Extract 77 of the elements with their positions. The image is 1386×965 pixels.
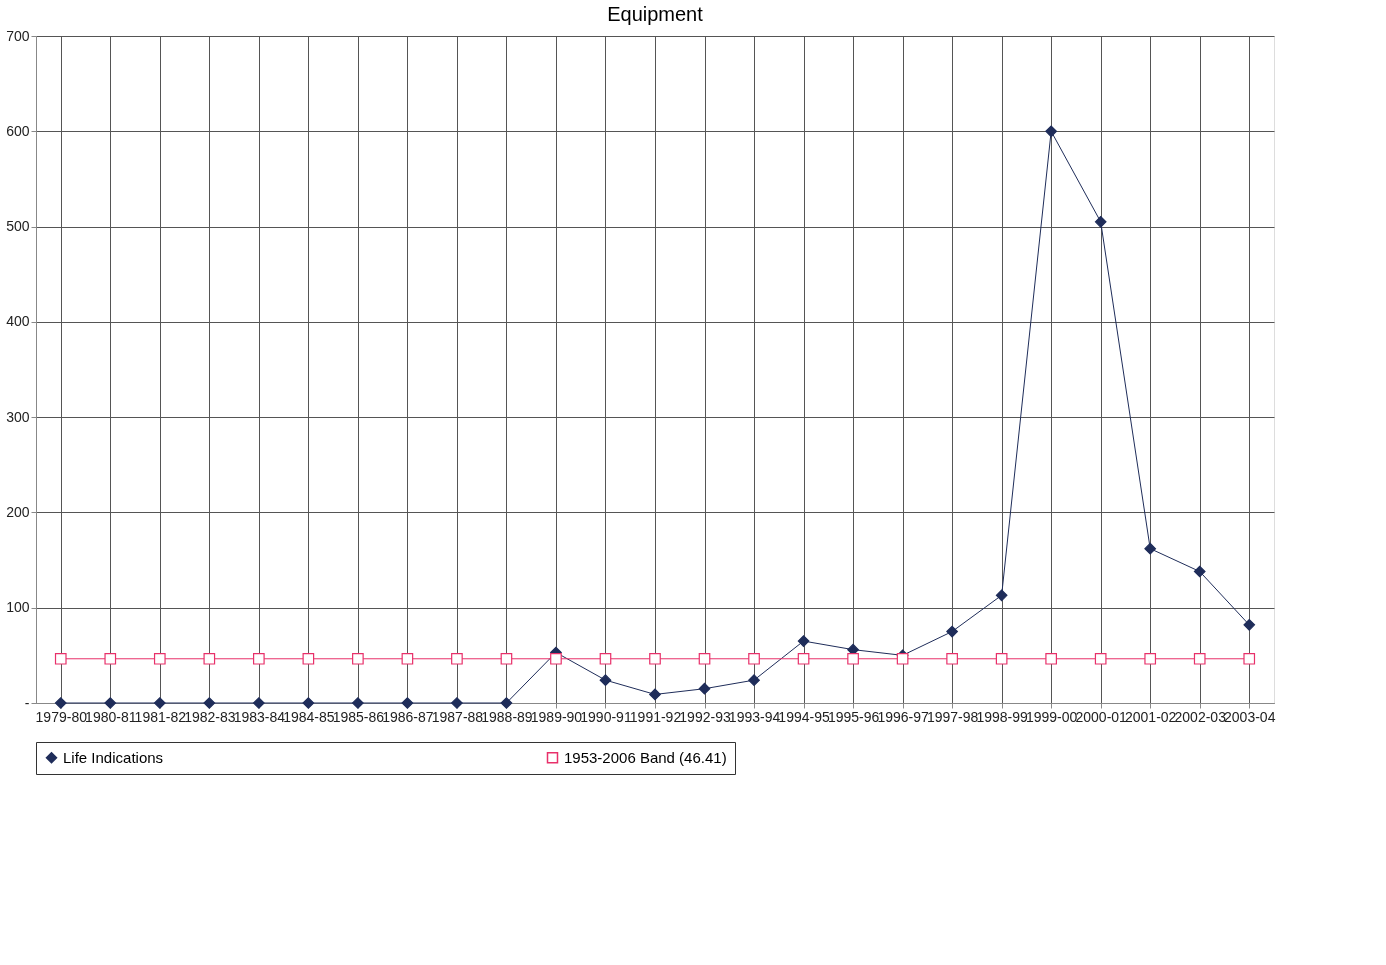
x-tick-label: 2003-04 — [1224, 708, 1276, 725]
point — [599, 652, 612, 665]
point — [748, 652, 760, 665]
point — [253, 697, 265, 709]
point — [153, 652, 166, 665]
point — [995, 589, 1008, 602]
point — [54, 697, 67, 709]
point — [1045, 652, 1057, 665]
x-tick-label: 1986-87 — [382, 708, 434, 725]
x-tick-label: 1993-94 — [728, 708, 781, 725]
point — [104, 652, 117, 665]
point — [500, 652, 513, 665]
x-tick-label: 1989-90 — [530, 708, 583, 725]
chart-title: Equipment — [607, 3, 704, 25]
y-tick-label: 600 — [6, 122, 30, 139]
point — [104, 697, 117, 709]
x-tick-label: 2001-02 — [1125, 708, 1177, 725]
point — [797, 635, 810, 647]
point — [797, 652, 810, 665]
point — [1094, 215, 1107, 228]
x-tick-label: 1990-91 — [580, 708, 632, 725]
x-tick-label: 1984-85 — [283, 708, 335, 725]
y-tick-label: 400 — [6, 313, 30, 330]
point — [649, 652, 661, 665]
point — [1144, 542, 1157, 555]
point — [1045, 125, 1057, 138]
x-tick-label: 1987-88 — [431, 708, 484, 725]
x-tick-label: 1996-97 — [877, 708, 929, 725]
y-tick-label: - — [24, 694, 30, 711]
point — [352, 697, 364, 709]
point — [1094, 652, 1107, 665]
point — [54, 652, 67, 665]
point — [946, 652, 958, 665]
legend-label: Life Indications — [63, 748, 164, 766]
point — [1243, 652, 1256, 665]
point — [698, 682, 711, 695]
x-tick-label: 1980-81 — [85, 708, 137, 725]
x-tick-label: 1991-92 — [629, 708, 682, 725]
x-tick-label: 1981-82 — [134, 708, 187, 725]
point — [302, 652, 315, 665]
y-tick-label: 200 — [6, 503, 30, 520]
x-tick-label: 1979-80 — [35, 708, 88, 725]
point — [401, 697, 414, 709]
point — [451, 697, 463, 709]
point — [1243, 619, 1256, 631]
y-tick-label: 500 — [6, 218, 30, 235]
point — [203, 697, 216, 709]
x-tick-label: 1988-89 — [481, 708, 533, 725]
legend-label: 1953-2006 Band (46.41) — [564, 748, 727, 766]
point — [451, 652, 463, 665]
point — [500, 697, 513, 709]
point — [599, 674, 612, 686]
point — [401, 652, 414, 665]
point — [352, 652, 364, 665]
point — [550, 652, 562, 665]
point — [203, 652, 216, 665]
x-tick-label: 1985-86 — [332, 708, 385, 725]
point — [748, 674, 760, 686]
point — [1193, 652, 1206, 665]
x-tick-label: 1983-84 — [233, 708, 286, 725]
point — [302, 697, 315, 709]
point — [946, 625, 958, 638]
point — [698, 652, 711, 665]
point — [1144, 652, 1157, 665]
point — [253, 652, 265, 665]
y-tick-label: 100 — [6, 599, 30, 616]
point — [847, 652, 859, 665]
x-tick-label: 1994-95 — [778, 708, 830, 725]
x-tick-label: 1992-93 — [679, 708, 731, 725]
y-tick-label: 700 — [6, 27, 30, 44]
point — [649, 688, 661, 701]
x-tick-label: 2002-03 — [1174, 708, 1227, 725]
x-tick-label: 1982-83 — [184, 708, 236, 725]
point — [153, 697, 166, 709]
point — [995, 652, 1008, 665]
point — [1193, 565, 1206, 578]
y-tick-label: 300 — [6, 408, 30, 425]
